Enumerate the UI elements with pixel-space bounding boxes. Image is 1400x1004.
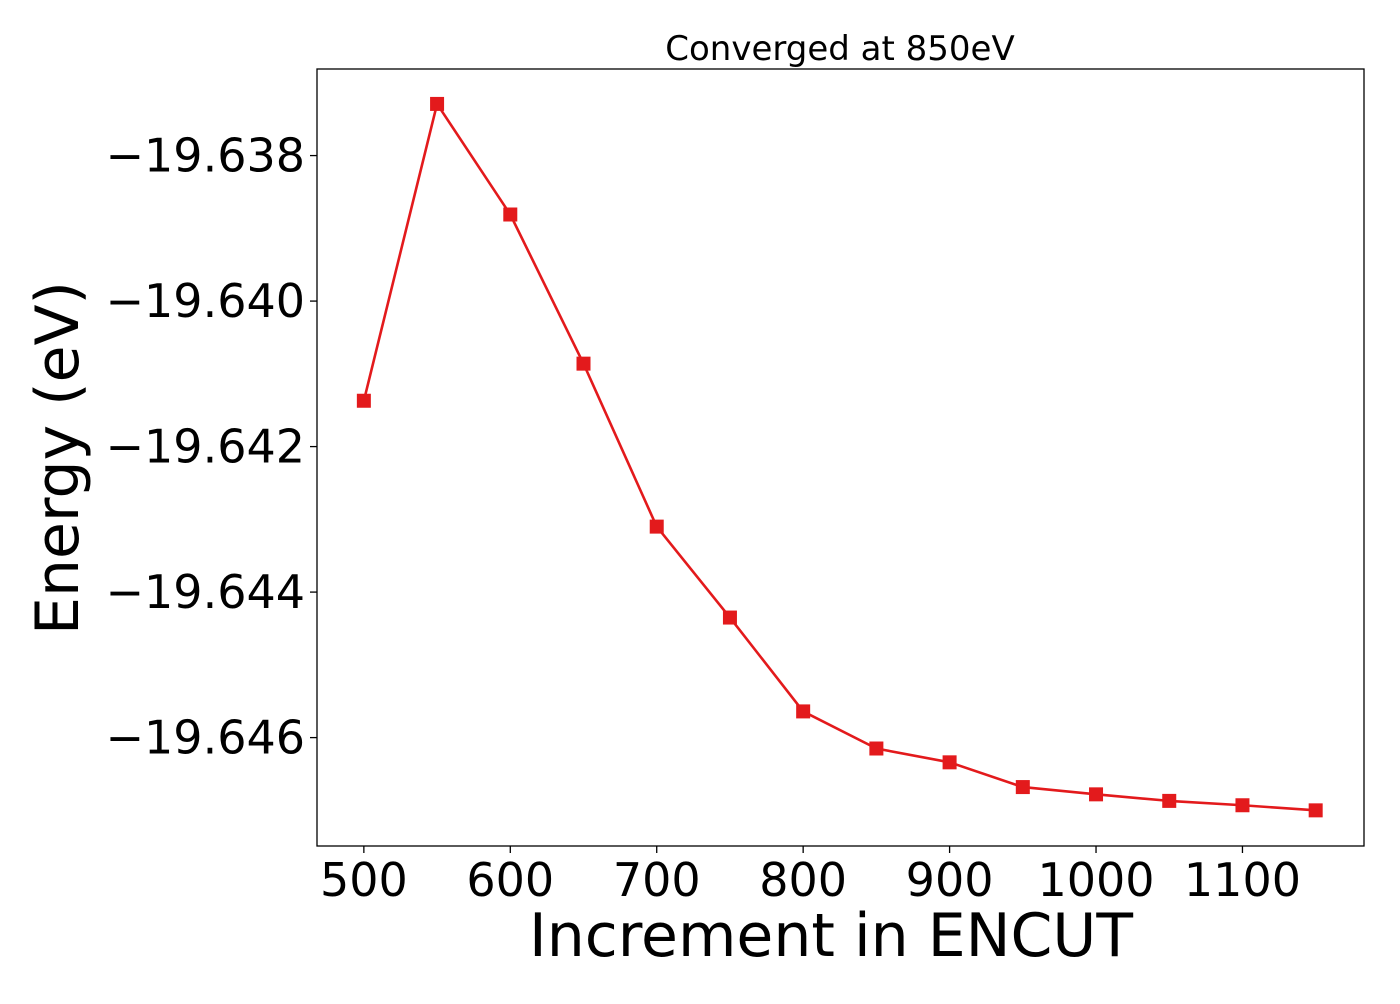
data-point-marker: [649, 519, 664, 534]
data-point-marker: [1089, 787, 1104, 802]
data-point-marker: [1015, 780, 1030, 795]
x-tick-label: 1000: [1037, 853, 1154, 907]
y-axis: −19.638 −19.640 −19.642 −19.644 −19.646: [106, 129, 317, 765]
x-tick-label: 1100: [1184, 853, 1301, 907]
y-axis-label: Energy (eV): [23, 281, 93, 635]
y-tick-label: −19.642: [106, 420, 306, 474]
y-tick-label: −19.640: [106, 274, 306, 328]
data-point-marker: [1162, 793, 1177, 808]
data-point-marker: [1235, 798, 1250, 813]
x-tick-label: 700: [613, 853, 701, 907]
data-point-marker: [869, 741, 884, 756]
y-tick-label: −19.646: [106, 711, 306, 765]
series-line: [362, 102, 1316, 812]
x-tick-label: 800: [759, 853, 847, 907]
data-point-marker: [722, 610, 737, 625]
x-tick-label: 600: [466, 853, 554, 907]
y-tick-label: −19.638: [106, 129, 306, 183]
data-point-marker: [576, 356, 591, 371]
x-tick-label: 500: [320, 853, 408, 907]
plot-area: [356, 96, 1323, 818]
plot-frame: [316, 68, 1365, 847]
y-tick-label: −19.644: [106, 565, 306, 619]
data-point-marker: [942, 755, 957, 770]
chart-title: Converged at 850eV: [665, 29, 1014, 69]
data-point-marker: [503, 207, 518, 222]
data-point-marker: [1308, 803, 1323, 818]
data-point-marker: [796, 704, 811, 719]
x-axis: 500 600 700 800 900 1000 1100: [320, 846, 1301, 907]
data-point-marker: [356, 393, 371, 408]
x-axis-label: Increment in ENCUT: [529, 901, 1133, 971]
x-tick-label: 900: [906, 853, 994, 907]
data-point-marker: [430, 96, 445, 111]
